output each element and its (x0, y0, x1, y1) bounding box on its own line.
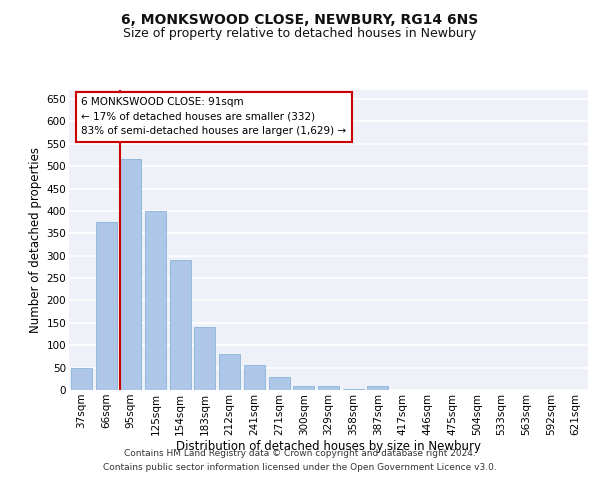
Bar (194, 328, 215, 390)
Text: 6 MONKSWOOD CLOSE: 91sqm
← 17% of detached houses are smaller (332)
83% of semi-: 6 MONKSWOOD CLOSE: 91sqm ← 17% of detach… (82, 96, 346, 136)
Bar (318, 386, 339, 390)
Bar (120, 160, 141, 390)
Bar (269, 378, 290, 390)
Bar (170, 260, 191, 390)
Bar (343, 389, 364, 390)
Bar (219, 354, 240, 390)
Bar (71, 368, 92, 390)
Text: Contains public sector information licensed under the Open Government Licence v3: Contains public sector information licen… (103, 464, 497, 472)
Bar (95, 222, 116, 390)
Text: Size of property relative to detached houses in Newbury: Size of property relative to detached ho… (124, 28, 476, 40)
Bar (293, 386, 314, 390)
X-axis label: Distribution of detached houses by size in Newbury: Distribution of detached houses by size … (176, 440, 481, 454)
Bar (244, 366, 265, 390)
Text: 6, MONKSWOOD CLOSE, NEWBURY, RG14 6NS: 6, MONKSWOOD CLOSE, NEWBURY, RG14 6NS (121, 12, 479, 26)
Bar (145, 211, 166, 390)
Text: Contains HM Land Registry data © Crown copyright and database right 2024.: Contains HM Land Registry data © Crown c… (124, 448, 476, 458)
Y-axis label: Number of detached properties: Number of detached properties (29, 147, 43, 333)
Bar (367, 386, 388, 390)
